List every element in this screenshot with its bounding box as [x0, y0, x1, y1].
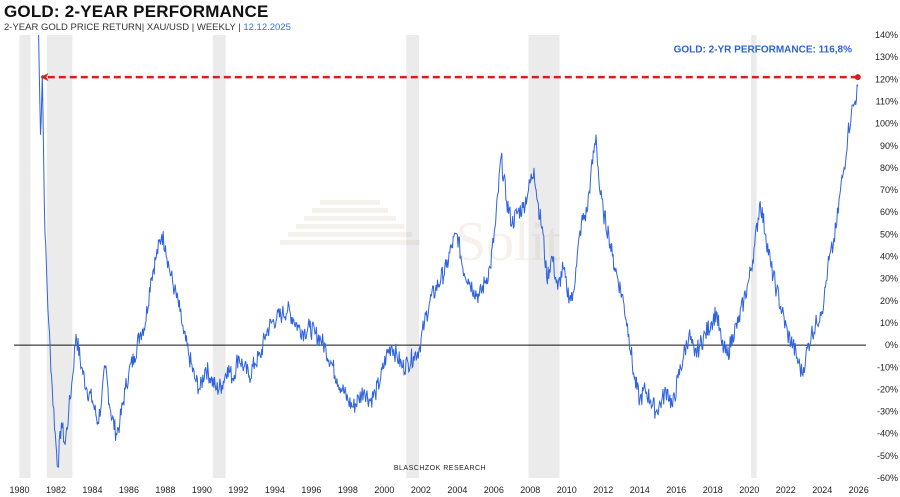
y-tick-label: -60% — [877, 473, 898, 483]
x-tick-label: 1998 — [338, 485, 358, 495]
y-tick-label: 100% — [875, 119, 898, 129]
y-tick-label: -40% — [877, 429, 898, 439]
y-tick-label: 20% — [880, 296, 898, 306]
x-tick-label: 1992 — [228, 485, 248, 495]
recession-band — [406, 35, 420, 478]
x-tick-label: 1988 — [155, 485, 175, 495]
annotation-arrow-dot — [854, 74, 861, 81]
y-axis: -60% -50% -40% -30% -20% -10% 0% 10% 20% 30% 40% 50… — [875, 30, 898, 483]
recession-band — [19, 35, 31, 478]
watermark-step — [312, 208, 388, 213]
x-tick-label: 2002 — [411, 485, 431, 495]
watermark-step — [296, 224, 404, 229]
y-tick-label: 70% — [880, 185, 898, 195]
watermark-step — [304, 216, 396, 221]
x-axis: 1980 1982 1984 1986 1988 1990 1992 1994 1996 1998… — [9, 485, 868, 495]
x-tick-label: 1980 — [9, 485, 29, 495]
x-tick-label: 2018 — [703, 485, 723, 495]
recession-bands — [19, 35, 757, 478]
subtitle-text: 2-YEAR GOLD PRICE RETURN| XAU/USD | WEEK… — [4, 22, 241, 33]
chart-title: GOLD: 2-YEAR PERFORMANCE — [4, 2, 269, 21]
y-tick-label: 30% — [880, 274, 898, 284]
x-tick-label: 1986 — [119, 485, 139, 495]
y-tick-label: 40% — [880, 252, 898, 262]
x-tick-label: 1982 — [46, 485, 66, 495]
y-tick-label: 120% — [875, 74, 898, 84]
recession-band — [212, 35, 226, 478]
x-tick-label: 2016 — [666, 485, 686, 495]
watermark-step — [280, 240, 420, 245]
x-tick-label: 1996 — [301, 485, 321, 495]
y-tick-label: 10% — [880, 318, 898, 328]
recession-band — [46, 35, 73, 478]
y-tick-label: -20% — [877, 384, 898, 394]
y-tick-label: -50% — [877, 451, 898, 461]
y-tick-label: 90% — [880, 141, 898, 151]
y-tick-label: 140% — [875, 30, 898, 40]
chart-subtitle: 2-YEAR GOLD PRICE RETURN| XAU/USD | WEEK… — [4, 22, 291, 33]
x-tick-label: 2004 — [447, 485, 467, 495]
annotation-label: GOLD: 2-YR PERFORMANCE: 116,8% — [674, 45, 852, 56]
y-tick-label: 0% — [885, 340, 898, 350]
y-tick-label: 80% — [880, 163, 898, 173]
x-tick-label: 1984 — [82, 485, 102, 495]
series-line-gold-2yr-return — [38, 34, 859, 468]
subtitle-date: 12.12.2025 — [243, 22, 291, 33]
x-tick-label: 2014 — [630, 485, 650, 495]
x-tick-label: 1990 — [192, 485, 212, 495]
x-tick-label: 2022 — [776, 485, 796, 495]
x-tick-label: 2010 — [557, 485, 577, 495]
x-tick-label: 2012 — [593, 485, 613, 495]
x-tick-label: 2008 — [520, 485, 540, 495]
x-tick-label: 2026 — [849, 485, 869, 495]
x-tick-label: 2000 — [374, 485, 394, 495]
y-tick-label: 50% — [880, 229, 898, 239]
y-tick-label: -30% — [877, 407, 898, 417]
credit-text: BLASCHZOK RESEARCH — [394, 465, 486, 472]
y-tick-label: 60% — [880, 207, 898, 217]
y-tick-label: 110% — [876, 96, 898, 106]
watermark-step — [320, 200, 380, 205]
x-tick-label: 2006 — [484, 485, 504, 495]
y-tick-label: 130% — [875, 52, 898, 62]
x-tick-label: 2024 — [812, 485, 832, 495]
y-tick-label: -10% — [877, 362, 898, 372]
x-tick-label: 2020 — [739, 485, 759, 495]
x-tick-label: 1994 — [265, 485, 285, 495]
watermark-step — [288, 232, 412, 237]
